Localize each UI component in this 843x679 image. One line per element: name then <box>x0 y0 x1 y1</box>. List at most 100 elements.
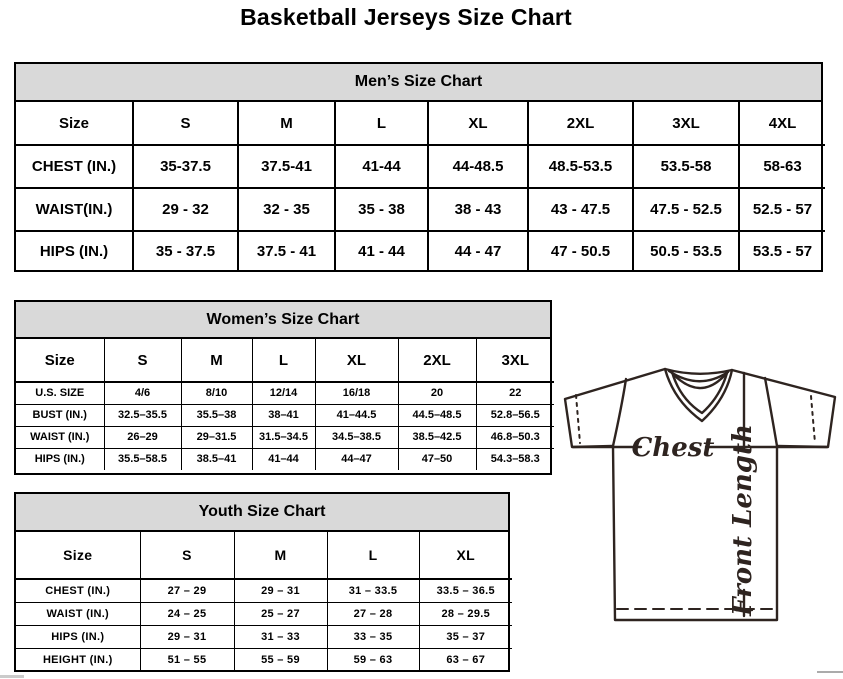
size-cell: 4/6 <box>103 381 182 405</box>
size-cell: 48.5-53.5 <box>527 144 634 189</box>
row-label: HIPS (IN.) <box>15 230 134 272</box>
size-cell: 27 – 29 <box>139 578 235 603</box>
column-header: XL <box>314 338 399 383</box>
womens-chart-title: Women’s Size Chart <box>16 302 550 339</box>
column-header: M <box>237 101 336 146</box>
size-header-row: Size S M L XL <box>15 531 513 580</box>
size-cell: 44–47 <box>314 447 399 471</box>
size-cell: 38 - 43 <box>427 187 529 232</box>
size-cell: 38–41 <box>251 403 316 427</box>
column-header: Size <box>15 531 141 580</box>
jersey-diagram-icon: Chest Front Length <box>563 367 837 622</box>
youth-chart-title: Youth Size Chart <box>16 494 508 532</box>
column-header: 3XL <box>475 338 555 383</box>
row-label: WAIST (IN.) <box>15 425 105 449</box>
table-row: CHEST (IN.) 35-37.5 37.5-41 41-44 44-48.5 48.… <box>15 144 826 189</box>
column-header: S <box>132 101 239 146</box>
size-cell: 55 – 59 <box>233 647 328 672</box>
size-cell: 52.8–56.5 <box>475 403 555 427</box>
size-cell: 38.5–42.5 <box>397 425 477 449</box>
size-header-row: Size S M L XL 2XL 3XL 4XL <box>15 101 826 146</box>
column-header: L <box>326 531 420 580</box>
size-cell: 29–31.5 <box>180 425 253 449</box>
size-cell: 44.5–48.5 <box>397 403 477 427</box>
size-cell: 32.5–35.5 <box>103 403 182 427</box>
table-row: BUST (IN.) 32.5–35.5 35.5–38 38–41 41–44.5 44… <box>15 403 555 427</box>
size-cell: 47.5 - 52.5 <box>632 187 740 232</box>
page-title: Basketball Jerseys Size Chart <box>240 4 572 30</box>
size-cell: 63 – 67 <box>418 647 513 672</box>
size-cell: 44-48.5 <box>427 144 529 189</box>
column-header: M <box>180 338 253 383</box>
size-cell: 22 <box>475 381 555 405</box>
table-row: WAIST (IN.) 26–29 29–31.5 31.5–34.5 34.5–38.… <box>15 425 555 449</box>
size-cell: 35 - 38 <box>334 187 429 232</box>
size-cell: 31.5–34.5 <box>251 425 316 449</box>
size-cell: 35 - 37.5 <box>132 230 239 272</box>
row-label: WAIST(IN.) <box>15 187 134 232</box>
size-header-row: Size S M L XL 2XL 3XL <box>15 338 555 383</box>
size-cell: 37.5-41 <box>237 144 336 189</box>
row-label: HIPS (IN.) <box>15 624 141 649</box>
size-cell: 47 - 50.5 <box>527 230 634 272</box>
size-cell: 38.5–41 <box>180 447 253 471</box>
table-row: WAIST(IN.) 29 - 32 32 - 35 35 - 38 38 - 43 43… <box>15 187 826 232</box>
column-header: L <box>251 338 316 383</box>
row-label: U.S. SIZE <box>15 381 105 405</box>
size-cell: 35.5–58.5 <box>103 447 182 471</box>
size-cell: 44 - 47 <box>427 230 529 272</box>
column-header: 2XL <box>527 101 634 146</box>
youth-size-table: Size S M L XL CHEST (IN.) 27 – 29 29 – 31 31 – 3… <box>15 531 513 672</box>
size-cell: 53.5-58 <box>632 144 740 189</box>
table-row: HIPS (IN.) 35.5–58.5 38.5–41 41–44 44–47 47–5… <box>15 447 555 471</box>
size-cell: 31 – 33.5 <box>326 578 420 603</box>
scrollbar-fragment-left[interactable] <box>0 675 24 678</box>
row-label: WAIST (IN.) <box>15 601 141 626</box>
size-cell: 26–29 <box>103 425 182 449</box>
column-header: S <box>139 531 235 580</box>
row-label: CHEST (IN.) <box>15 578 141 603</box>
column-header: 3XL <box>632 101 740 146</box>
row-label: HEIGHT (IN.) <box>15 647 141 672</box>
size-cell: 37.5 - 41 <box>237 230 336 272</box>
youth-size-chart: Youth Size Chart Size S M L XL CHEST (IN.) 27 … <box>14 492 513 672</box>
column-header: Size <box>15 338 105 383</box>
size-cell: 31 – 33 <box>233 624 328 649</box>
size-cell: 50.5 - 53.5 <box>632 230 740 272</box>
table-row: CHEST (IN.) 27 – 29 29 – 31 31 – 33.5 33.5 –… <box>15 578 513 603</box>
size-cell: 53.5 - 57 <box>738 230 826 272</box>
row-label: CHEST (IN.) <box>15 144 134 189</box>
mens-size-chart: Men’s Size Chart Size S M L XL 2XL 3XL 4XL CHEST… <box>14 62 826 272</box>
row-label: HIPS (IN.) <box>15 447 105 471</box>
womens-size-table: Size S M L XL 2XL 3XL U.S. SIZE 4/6 8/10 12/14 16/1… <box>15 338 555 471</box>
size-cell: 46.8–50.3 <box>475 425 555 449</box>
size-cell: 41 - 44 <box>334 230 429 272</box>
column-header: L <box>334 101 429 146</box>
table-row: HIPS (IN.) 29 – 31 31 – 33 33 – 35 35 – 37 <box>15 624 513 649</box>
size-cell: 35.5–38 <box>180 403 253 427</box>
table-row: HEIGHT (IN.) 51 – 55 55 – 59 59 – 63 63 – 67 <box>15 647 513 672</box>
chest-label: Chest <box>632 433 715 463</box>
size-cell: 47–50 <box>397 447 477 471</box>
size-cell: 43 - 47.5 <box>527 187 634 232</box>
size-cell: 41–44 <box>251 447 316 471</box>
row-label: BUST (IN.) <box>15 403 105 427</box>
size-cell: 28 – 29.5 <box>418 601 513 626</box>
size-cell: 32 - 35 <box>237 187 336 232</box>
scrollbar-fragment-right[interactable] <box>817 671 843 673</box>
column-header: M <box>233 531 328 580</box>
cuff-seam-left-icon <box>575 394 581 444</box>
front-length-label: Front Length <box>728 424 758 617</box>
size-cell: 52.5 - 57 <box>738 187 826 232</box>
column-header: Size <box>15 101 134 146</box>
column-header: XL <box>418 531 513 580</box>
jersey-outline-icon <box>563 367 837 622</box>
column-header: S <box>103 338 182 383</box>
womens-size-chart: Women’s Size Chart Size S M L XL 2XL 3XL U.S. S… <box>14 300 555 475</box>
column-header: XL <box>427 101 529 146</box>
size-cell: 27 – 28 <box>326 601 420 626</box>
column-header: 2XL <box>397 338 477 383</box>
mens-chart-title: Men’s Size Chart <box>16 64 821 102</box>
size-cell: 16/18 <box>314 381 399 405</box>
size-cell: 33.5 – 36.5 <box>418 578 513 603</box>
